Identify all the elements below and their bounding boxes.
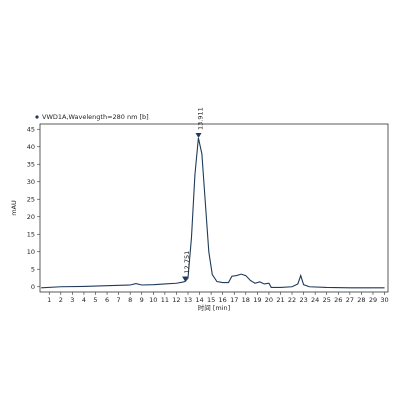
y-tick-label: 15 <box>27 230 35 238</box>
x-tick-label: 11 <box>161 296 169 304</box>
x-tick-label: 27 <box>346 296 354 304</box>
x-tick-label: 2 <box>59 296 63 304</box>
x-tick-label: 7 <box>117 296 121 304</box>
y-tick-label: 10 <box>27 248 35 256</box>
x-tick-label: 28 <box>357 296 365 304</box>
x-tick-label: 29 <box>369 296 377 304</box>
y-tick-label: 30 <box>27 178 35 186</box>
chart-title: VWD1A,Wavelength=280 nm [b] <box>42 113 149 121</box>
x-tick-label: 8 <box>128 296 132 304</box>
x-tick-label: 9 <box>140 296 144 304</box>
x-tick-label: 4 <box>82 296 86 304</box>
x-tick-label: 17 <box>230 296 238 304</box>
x-tick-label: 13 <box>184 296 192 304</box>
x-tick-label: 20 <box>265 296 273 304</box>
y-tick-label: 20 <box>27 213 35 221</box>
x-tick-label: 18 <box>242 296 250 304</box>
x-axis-label: 时间 [min] <box>198 303 230 312</box>
x-tick-label: 6 <box>105 296 109 304</box>
plot-frame <box>39 123 389 293</box>
x-tick-label: 16 <box>219 296 227 304</box>
x-tick-label: 30 <box>380 296 388 304</box>
y-axis-label: mAU <box>10 200 18 216</box>
y-tick-label: 35 <box>27 160 35 168</box>
peak-label: 12.751 <box>183 251 191 274</box>
x-tick-label: 26 <box>334 296 342 304</box>
x-tick-label: 14 <box>195 296 203 304</box>
x-tick-label: 15 <box>207 296 215 304</box>
trace <box>41 137 385 289</box>
y-tick-label: 0 <box>31 283 35 291</box>
y-tick-label: 40 <box>27 143 35 151</box>
x-tick-label: 10 <box>149 296 157 304</box>
x-tick-label: 23 <box>299 296 307 304</box>
x-tick-label: 21 <box>276 296 284 304</box>
x-tick-label: 5 <box>93 296 97 304</box>
peak-marker <box>182 276 189 282</box>
x-tick-label: 1 <box>47 296 51 304</box>
peak-marker <box>195 133 202 138</box>
x-tick-label: 19 <box>253 296 261 304</box>
x-tick-label: 22 <box>288 296 296 304</box>
x-tick-label: 25 <box>323 296 331 304</box>
y-tick-label: 45 <box>27 125 35 133</box>
title-marker <box>35 115 39 119</box>
y-tick-label: 5 <box>31 265 35 273</box>
x-tick-label: 24 <box>311 296 319 304</box>
x-tick-label: 3 <box>70 296 74 304</box>
y-tick-label: 25 <box>27 195 35 203</box>
peak-label: 13.911 <box>197 107 205 130</box>
x-tick-label: 12 <box>172 296 180 304</box>
